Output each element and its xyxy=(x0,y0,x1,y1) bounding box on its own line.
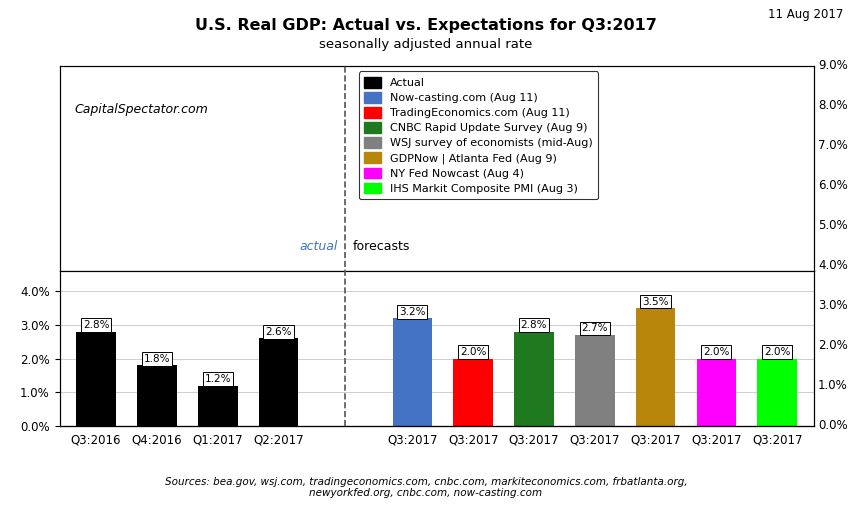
Text: 3.2%: 3.2% xyxy=(399,307,426,317)
Text: 2.0%: 2.0% xyxy=(764,347,791,357)
Text: 3.0%: 3.0% xyxy=(818,300,848,312)
Text: 1.0%: 1.0% xyxy=(818,379,848,392)
Text: 5.0%: 5.0% xyxy=(818,220,848,232)
Text: 4.0%: 4.0% xyxy=(818,260,848,272)
Bar xyxy=(514,332,554,426)
Bar xyxy=(636,308,676,426)
Bar xyxy=(259,339,298,426)
Text: actual: actual xyxy=(300,240,338,253)
Text: 2.8%: 2.8% xyxy=(521,320,547,330)
Text: 1.2%: 1.2% xyxy=(204,374,231,384)
Bar xyxy=(757,358,797,426)
Text: 11 Aug 2017: 11 Aug 2017 xyxy=(769,8,843,21)
Text: CapitalSpectator.com: CapitalSpectator.com xyxy=(75,103,209,116)
Text: 0.0%: 0.0% xyxy=(818,419,848,432)
Bar xyxy=(575,335,614,426)
Text: 3.5%: 3.5% xyxy=(642,297,669,307)
Text: 1.8%: 1.8% xyxy=(144,354,170,364)
Bar xyxy=(77,332,116,426)
Bar xyxy=(697,358,736,426)
Text: 8.0%: 8.0% xyxy=(818,99,848,113)
Legend: Actual, Now-casting.com (Aug 11), TradingEconomics.com (Aug 11), CNBC Rapid Upda: Actual, Now-casting.com (Aug 11), Tradin… xyxy=(359,71,598,199)
Text: 7.0%: 7.0% xyxy=(818,139,848,153)
Text: 2.0%: 2.0% xyxy=(703,347,729,357)
Text: U.S. Real GDP: Actual vs. Expectations for Q3:2017: U.S. Real GDP: Actual vs. Expectations f… xyxy=(195,18,657,33)
Text: 2.0%: 2.0% xyxy=(460,347,486,357)
Text: Sources: bea.gov, wsj.com, tradingeconomics.com, cnbc.com, markiteconomics.com, : Sources: bea.gov, wsj.com, tradingeconom… xyxy=(164,477,688,498)
Text: 2.8%: 2.8% xyxy=(83,320,109,330)
Text: 2.7%: 2.7% xyxy=(582,323,608,334)
Text: 9.0%: 9.0% xyxy=(818,59,848,73)
Bar xyxy=(137,366,176,426)
Text: 6.0%: 6.0% xyxy=(818,179,848,192)
Bar xyxy=(393,318,432,426)
Bar xyxy=(453,358,493,426)
Text: seasonally adjusted annual rate: seasonally adjusted annual rate xyxy=(320,38,532,51)
Text: 2.0%: 2.0% xyxy=(818,339,848,352)
Bar xyxy=(198,385,238,426)
Text: forecasts: forecasts xyxy=(353,240,411,253)
Text: 2.6%: 2.6% xyxy=(265,327,291,337)
